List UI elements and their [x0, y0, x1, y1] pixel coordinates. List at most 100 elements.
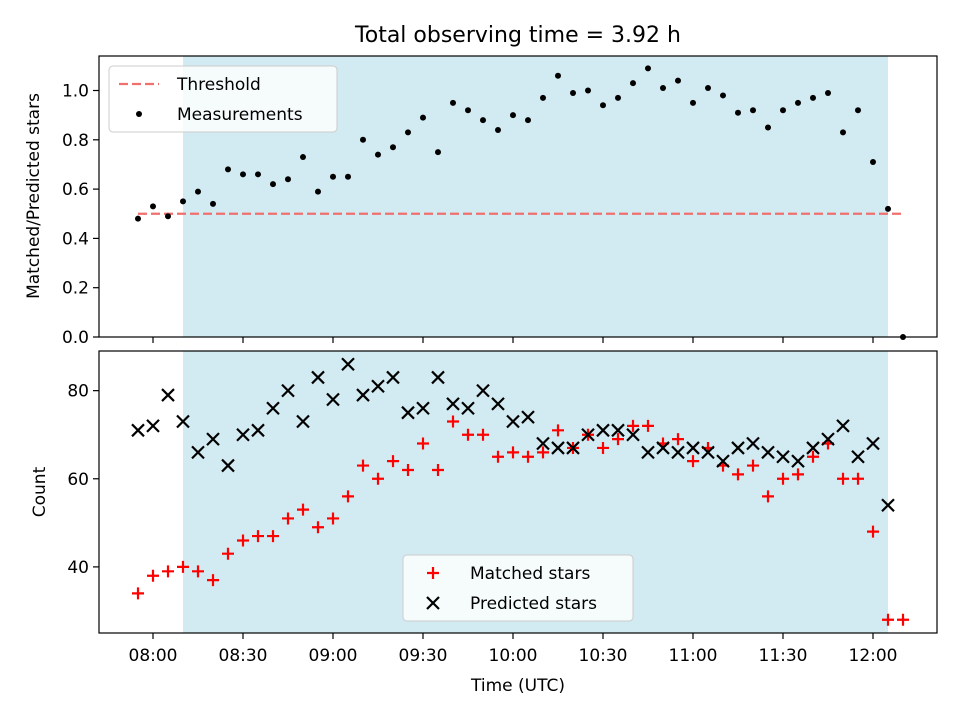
legend-measurements-label: Measurements — [177, 105, 303, 125]
predicted-star-point — [296, 414, 310, 429]
matched-star-point — [222, 547, 234, 560]
predicted-star-point — [716, 454, 730, 468]
matched-star-point — [732, 468, 744, 481]
measurement-point — [435, 149, 441, 156]
measurement-point — [660, 85, 666, 92]
matched-star-point — [372, 472, 384, 485]
predicted-star-point — [581, 427, 595, 442]
matched-star-point — [867, 525, 879, 538]
matched-star-point — [492, 450, 504, 463]
legend-predicted-swatch — [426, 596, 440, 610]
matched-star-point — [387, 455, 399, 468]
predicted-star-point — [521, 410, 535, 424]
legend-predicted-label: Predicted stars — [470, 594, 597, 614]
matched-star-point — [627, 419, 639, 432]
matched-star-point — [462, 428, 474, 441]
matched-star-point — [237, 534, 249, 547]
predicted-star-point — [791, 454, 805, 468]
measurement-point — [585, 87, 591, 94]
matched-star-point — [897, 613, 909, 626]
measurement-point — [255, 171, 261, 178]
predicted-star-point — [776, 449, 790, 464]
matched-star-point — [642, 419, 654, 432]
matched-star-point — [327, 512, 339, 525]
legend-threshold-label: Threshold — [176, 75, 261, 95]
matched-star-point — [762, 490, 774, 503]
predicted-star-point — [206, 432, 220, 446]
measurement-point — [855, 107, 861, 114]
top-axes-frame — [98, 55, 938, 338]
predicted-star-point — [161, 388, 175, 402]
measurement-point — [825, 89, 831, 96]
matched-star-point — [402, 463, 414, 476]
bottom-panel: 08:00 08:30 09:00 09:30 10:00 10:30 11:00 11:30… — [67, 350, 938, 666]
measurement-point — [345, 173, 351, 180]
predicted-star-point — [251, 423, 265, 438]
predicted-star-point — [221, 458, 235, 473]
predicted-star-point — [326, 392, 340, 407]
bottom-axes-frame — [98, 350, 938, 634]
top-y-tick-label: 0.0 — [62, 328, 89, 348]
top-legend-box — [108, 65, 338, 133]
measurement-point — [780, 107, 786, 114]
top-y-tick-label: 0.6 — [62, 180, 89, 200]
bottom-legend-box — [402, 554, 634, 622]
measurement-point — [195, 188, 201, 195]
predicted-star-point — [311, 370, 325, 385]
predicted-star-point — [626, 427, 640, 442]
matched-star-point — [507, 446, 519, 459]
legend-measurements-swatch — [136, 111, 142, 117]
measurement-point — [315, 188, 321, 195]
measurement-point — [885, 205, 891, 212]
predicted-star-point — [281, 383, 295, 398]
bottom-y-tick-label: 80 — [67, 382, 89, 402]
predicted-star-point — [686, 441, 700, 455]
measurement-point — [690, 99, 696, 106]
matched-star-point — [747, 459, 759, 472]
x-tick-label: 10:30 — [579, 646, 628, 666]
matched-star-point — [852, 472, 864, 485]
predicted-star-point — [566, 441, 580, 455]
measurement-point — [240, 171, 246, 178]
predicted-star-point — [761, 445, 775, 460]
predicted-star-point — [191, 445, 205, 460]
matched-star-point — [432, 463, 444, 476]
measurement-point — [375, 151, 381, 158]
measurement-point — [720, 92, 726, 99]
measurement-point — [210, 200, 216, 207]
bottom-y-axis-label: Count — [30, 466, 50, 517]
legend-matched-label: Matched stars — [470, 564, 590, 584]
matched-star-point — [357, 459, 369, 472]
measurement-point — [225, 166, 231, 173]
matched-star-point — [147, 569, 159, 582]
x-tick-label: 12:00 — [849, 646, 898, 666]
matched-star-point — [192, 565, 204, 578]
measurement-point — [135, 215, 141, 222]
measurement-point — [270, 181, 276, 188]
measurement-point — [285, 176, 291, 183]
measurement-point — [705, 85, 711, 92]
measurement-point — [735, 109, 741, 116]
predicted-star-point — [416, 401, 430, 416]
matched-star-point — [552, 424, 564, 437]
predicted-star-point — [866, 436, 880, 451]
measurement-point — [615, 94, 621, 101]
predicted-star-point — [551, 441, 565, 455]
x-tick-label: 11:30 — [759, 646, 808, 666]
measurement-point — [765, 124, 771, 131]
matched-star-point — [177, 560, 189, 573]
predicted-star-point — [641, 445, 655, 460]
matched-star-point — [252, 530, 264, 543]
matched-star-point — [777, 472, 789, 485]
matched-star-point — [537, 446, 549, 459]
matched-star-point — [792, 468, 804, 481]
measurement-point — [555, 72, 561, 79]
measurement-point — [405, 129, 411, 136]
predicted-star-point — [671, 445, 685, 460]
predicted-star-point — [176, 414, 190, 429]
matched-star-point — [672, 433, 684, 446]
measurement-point — [540, 94, 546, 101]
predicted-star-point — [746, 436, 760, 451]
chart-title: Total observing time = 3.92 h — [354, 23, 681, 48]
x-tick-label: 09:30 — [399, 646, 448, 666]
